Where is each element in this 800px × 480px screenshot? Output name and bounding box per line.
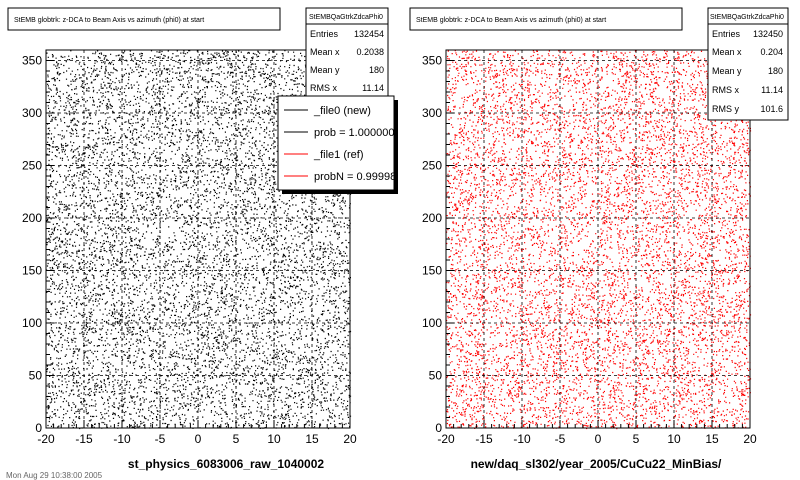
x-axis-label-right: new/daq_sl302/year_2005/CuCu22_MinBias/ bbox=[471, 457, 722, 471]
x-tick-label: -10 bbox=[513, 432, 531, 446]
y-tick-label: 50 bbox=[29, 369, 43, 383]
x-tick-label: 20 bbox=[343, 432, 357, 446]
legend-entry: _file1 (ref) bbox=[313, 149, 364, 161]
title-box-left bbox=[7, 7, 281, 31]
x-tick-label: 5 bbox=[233, 432, 240, 446]
stats-value: 11.14 bbox=[362, 83, 384, 93]
x-tick-label: 10 bbox=[267, 432, 281, 446]
stats-label: Mean y bbox=[310, 65, 340, 75]
legend-entry: probN = 0.999986 bbox=[314, 171, 402, 183]
panel-right: -20 -15 -10 -5 0 5 10 15 20050100150200250300350… bbox=[409, 7, 789, 471]
stats-value: 11.14 bbox=[761, 85, 783, 95]
panel-left: -20 -15 -10 -5 0 5 10 15 20050100150200250300350… bbox=[7, 7, 402, 471]
y-tick-label: 350 bbox=[422, 54, 442, 68]
y-tick-label: 0 bbox=[435, 421, 442, 435]
x-tick-label: -15 bbox=[75, 432, 93, 446]
stats-name-right: StEMBQaGtrkZdcaPhi0 bbox=[710, 14, 784, 21]
x-tick-label: 0 bbox=[195, 432, 202, 446]
stats-label: RMS x bbox=[712, 85, 740, 95]
stats-label: Mean y bbox=[712, 66, 742, 76]
y-tick-label: 300 bbox=[422, 106, 442, 120]
grid-left bbox=[46, 50, 350, 428]
scatter-points-left bbox=[46, 50, 352, 430]
x-tick-label: -20 bbox=[37, 432, 55, 446]
x-tick-label: 5 bbox=[633, 432, 640, 446]
y-tick-label: 250 bbox=[422, 159, 442, 173]
x-tick-label: -15 bbox=[475, 432, 493, 446]
stats-value: 0.2038 bbox=[356, 47, 384, 57]
legend-entry: prob = 1.000000 bbox=[314, 127, 394, 139]
y-tick-label: 100 bbox=[422, 316, 442, 330]
stats-name-left: StEMBQaGtrkZdcaPhi0 bbox=[309, 14, 383, 21]
stats-label: Entries bbox=[310, 29, 339, 39]
stats-label: Entries bbox=[712, 29, 741, 39]
y-tick-label: 150 bbox=[22, 264, 42, 278]
plot-title-left: StEMB globtrk: z-DCA to Beam Axis vs azi… bbox=[14, 17, 204, 24]
x-tick-label: 20 bbox=[743, 432, 757, 446]
y-tick-label: 200 bbox=[422, 211, 442, 225]
stats-box-left: StEMBQaGtrkZdcaPhi0 Entries 132454 Mean … bbox=[305, 7, 389, 99]
x-axis-label-left: st_physics_6083006_raw_1040002 bbox=[128, 457, 324, 471]
stats-value: 180 bbox=[369, 65, 384, 75]
y-tick-label: 0 bbox=[35, 421, 42, 435]
stats-value: 101.6 bbox=[760, 104, 783, 114]
x-tick-label: 15 bbox=[705, 432, 719, 446]
y-tick-label: 350 bbox=[22, 54, 42, 68]
plot-title-right: StEMB globtrk: z-DCA to Beam Axis vs azi… bbox=[416, 17, 606, 24]
x-tick-label: -10 bbox=[113, 432, 131, 446]
y-tick-label: 250 bbox=[22, 159, 42, 173]
title-box-right bbox=[409, 7, 683, 31]
x-tick-label: 15 bbox=[305, 432, 319, 446]
scatter-points bbox=[46, 50, 352, 430]
stats-value: 0.204 bbox=[760, 47, 783, 57]
stats-label: RMS x bbox=[310, 83, 338, 93]
stats-value: 132454 bbox=[354, 29, 384, 39]
stats-label: Mean x bbox=[712, 47, 742, 57]
y-tick-label: 50 bbox=[429, 369, 443, 383]
x-tick-label: -5 bbox=[155, 432, 166, 446]
stats-value: 180 bbox=[768, 66, 783, 76]
legend-entry: _file0 (new) bbox=[313, 105, 371, 117]
x-tick-label: -5 bbox=[555, 432, 566, 446]
footer-timestamp: Mon Aug 29 10:38:00 2005 bbox=[6, 471, 103, 480]
legend-left: _file0 (new) prob = 1.000000 _file1 (ref… bbox=[277, 95, 402, 194]
y-tick-label: 100 bbox=[22, 316, 42, 330]
x-tick-label: 0 bbox=[595, 432, 602, 446]
x-tick-label: 10 bbox=[667, 432, 681, 446]
y-tick-label: 150 bbox=[422, 264, 442, 278]
stats-label: RMS y bbox=[712, 104, 740, 114]
y-tick-label: 300 bbox=[22, 106, 42, 120]
stats-label: Mean x bbox=[310, 47, 340, 57]
x-tick-label: -20 bbox=[437, 432, 455, 446]
stats-box-right: StEMBQaGtrkZdcaPhi0 Entries 132450 Mean … bbox=[707, 7, 789, 121]
stats-value: 132450 bbox=[753, 29, 783, 39]
y-tick-label: 200 bbox=[22, 211, 42, 225]
